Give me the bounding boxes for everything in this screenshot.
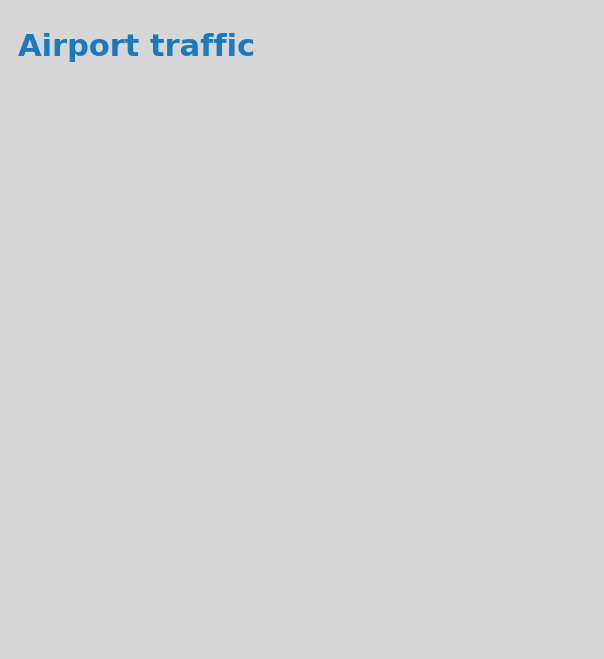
Text: Airport traffic: Airport traffic [18, 33, 255, 62]
